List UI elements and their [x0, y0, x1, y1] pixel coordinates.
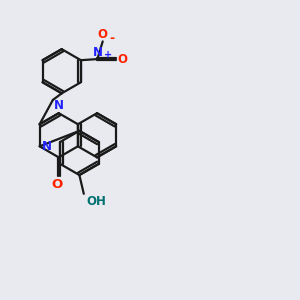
Text: -: -: [109, 32, 114, 45]
Text: O: O: [98, 28, 108, 41]
Text: N: N: [92, 46, 102, 59]
Text: O: O: [52, 178, 63, 190]
Text: O: O: [118, 52, 128, 66]
Text: OH: OH: [87, 195, 106, 208]
Text: N: N: [54, 99, 64, 112]
Text: +: +: [104, 50, 112, 60]
Text: N: N: [42, 140, 52, 153]
